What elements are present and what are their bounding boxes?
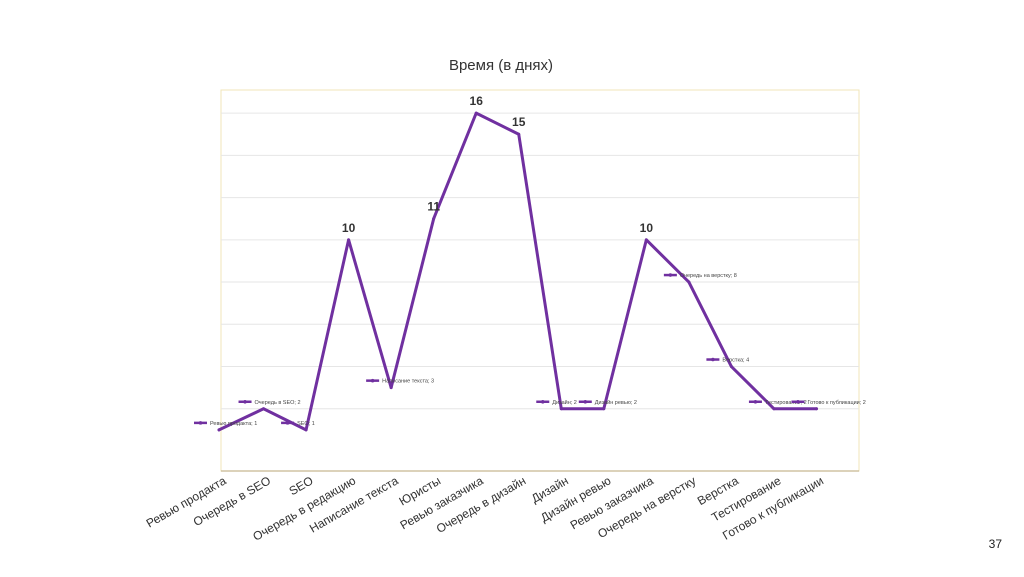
data-labels-group: Ревью продакта; 1 Очередь в SEO; 2 SEO; 1 1… [194,94,866,427]
gridlines [221,112,859,410]
data-label: Тестирование; 2 [765,400,807,406]
data-point [217,428,221,432]
data-point [814,407,818,411]
label-key-marker [198,421,203,425]
data-label: Написание текста; 3 [382,379,434,385]
data-point [644,238,648,242]
data-point [474,111,478,115]
data-label: SEO; 1 [297,421,315,427]
label-key-marker [370,378,375,383]
data-label: Готово к публикации; 2 [807,400,865,406]
x-tick-label: Очередь в SEO [191,473,273,529]
label-key-marker [668,273,673,277]
x-tick-label: SEO [287,473,316,498]
label-key-marker [583,399,588,404]
label-key-marker [796,399,800,404]
data-label: 10 [342,221,356,235]
label-key-marker [243,399,247,404]
data-label: Верстка; 4 [722,358,749,364]
data-point [347,238,351,242]
label-key-marker [711,357,715,362]
data-label: Очередь на верстку; 8 [680,273,737,279]
series-line [217,111,818,432]
data-point [602,407,606,411]
data-point [432,217,436,221]
series-group [217,111,818,432]
data-point [687,280,691,284]
data-point [389,386,393,390]
data-point [772,407,776,411]
data-label: Очередь в SEO; 2 [255,400,301,406]
data-point [559,407,563,411]
data-point [304,428,308,432]
data-point [729,365,733,369]
label-key-marker [540,399,545,404]
data-point [262,407,266,411]
label-key-marker [753,399,758,404]
data-label: 10 [640,221,654,235]
data-label: Дизайн ревью; 2 [595,399,637,406]
data-label: 11 [427,200,440,214]
label-key-marker [285,421,290,425]
data-point [517,132,521,136]
data-label: Дизайн; 2 [552,399,577,406]
data-label: 15 [512,115,526,129]
page-number: 37 [988,537,1002,551]
data-label: Ревью продакта; 1 [210,421,257,427]
data-label: 16 [470,94,484,108]
chart-title: Время (в днях) [449,57,553,74]
